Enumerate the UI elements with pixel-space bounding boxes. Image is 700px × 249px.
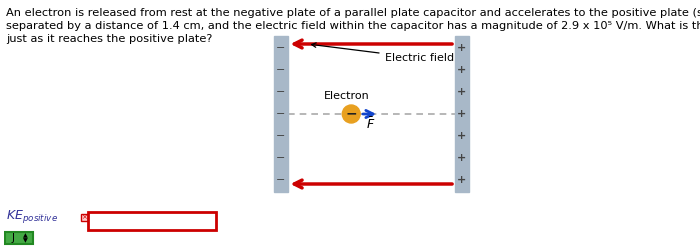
Text: −: −	[345, 107, 357, 121]
Text: −: −	[276, 109, 286, 119]
Text: −: −	[276, 153, 286, 163]
Text: +: +	[457, 153, 466, 163]
Text: −: −	[276, 65, 286, 75]
Bar	[274, 36, 288, 192]
Text: −: −	[276, 43, 286, 53]
Text: =: =	[82, 214, 92, 228]
Bar	[80, 214, 88, 221]
Circle shape	[342, 105, 360, 123]
Text: separated by a distance of 1.4 cm, and the electric field within the capacitor h: separated by a distance of 1.4 cm, and t…	[6, 21, 700, 31]
Bar	[455, 36, 469, 192]
Text: $KE_{positive}$: $KE_{positive}$	[6, 207, 59, 225]
Text: Electric field: Electric field	[312, 43, 454, 63]
Text: ▲
▼: ▲ ▼	[23, 233, 28, 243]
Text: −: −	[276, 87, 286, 97]
Bar	[88, 212, 216, 230]
Text: −: −	[276, 131, 286, 141]
Text: just as it reaches the positive plate?: just as it reaches the positive plate?	[6, 34, 213, 44]
Text: J: J	[12, 233, 15, 243]
Text: −: −	[276, 175, 286, 185]
Text: Electron: Electron	[323, 91, 369, 101]
Bar	[6, 232, 33, 244]
Text: +: +	[457, 109, 466, 119]
Text: +: +	[457, 43, 466, 53]
Text: ×: ×	[81, 214, 87, 221]
Text: $\bar{F}$: $\bar{F}$	[366, 116, 375, 131]
Text: +: +	[457, 175, 466, 185]
Text: +: +	[457, 87, 466, 97]
Text: An electron is released from rest at the negative plate of a parallel plate capa: An electron is released from rest at the…	[6, 8, 700, 18]
Text: +: +	[457, 65, 466, 75]
Text: +: +	[457, 131, 466, 141]
